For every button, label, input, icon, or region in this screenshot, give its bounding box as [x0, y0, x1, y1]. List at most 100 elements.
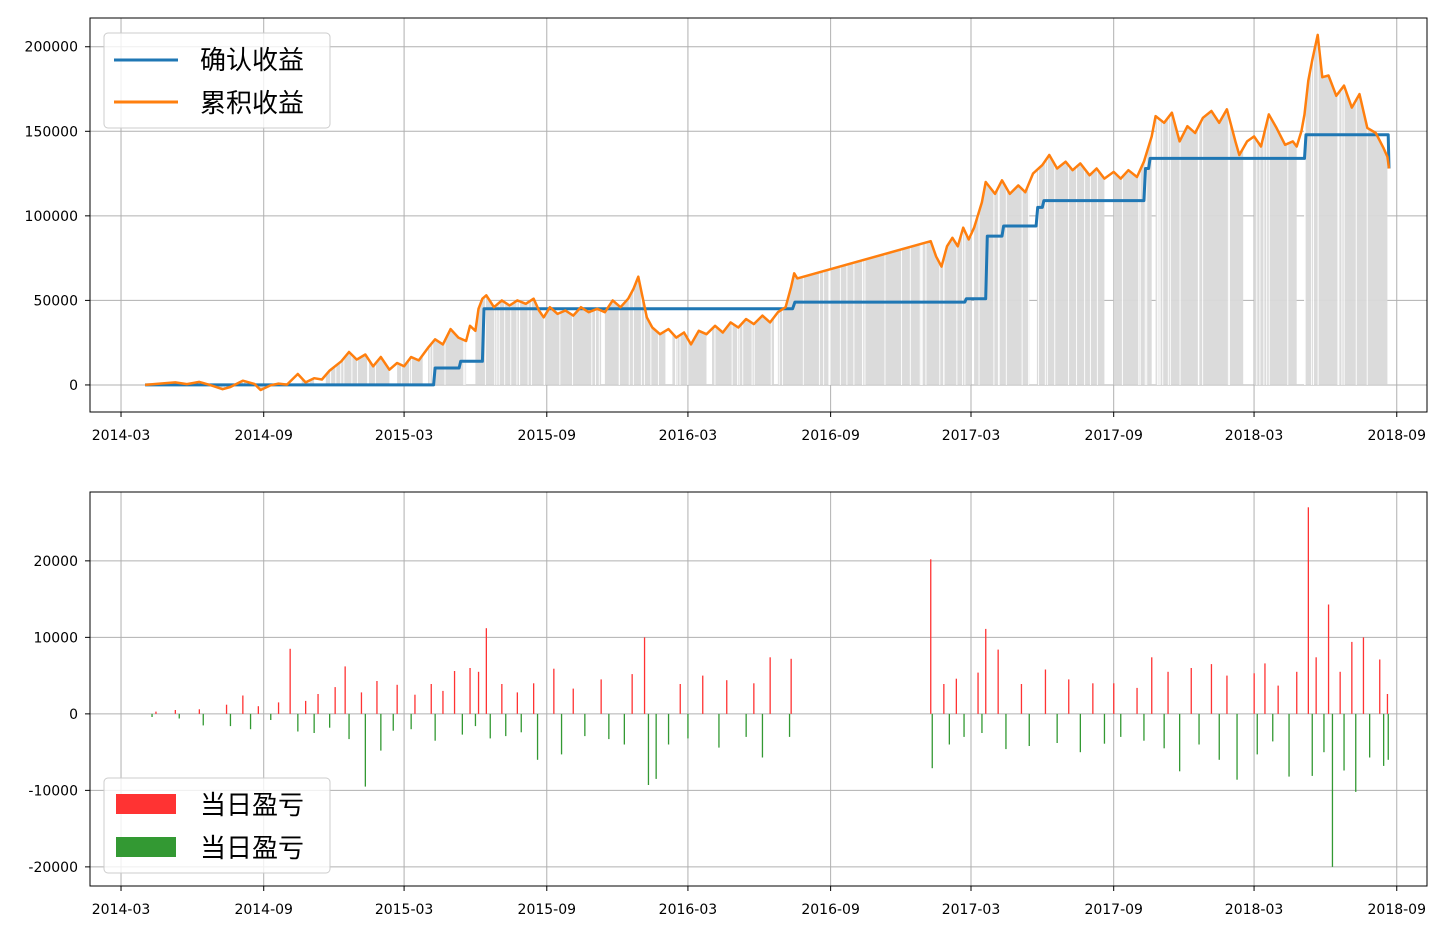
gain-bar [289, 648, 291, 714]
top-x-ticks: 2014-03 2014-09 2015-03 2015-09 2016-03 2016-… [92, 412, 1426, 444]
loss-bar [1028, 713, 1030, 746]
gain-bar [277, 702, 280, 714]
gain-bar [242, 695, 244, 714]
gain-bar [955, 678, 957, 714]
gain-bar [726, 680, 728, 714]
gain-bar [702, 675, 704, 714]
hold-band [1113, 136, 1152, 385]
gain-bar [1020, 684, 1023, 714]
loss-bar [249, 713, 252, 730]
loss-bar [270, 713, 272, 720]
gain-bar [501, 684, 503, 714]
pnl-bars [151, 507, 1389, 867]
loss-bar [1369, 713, 1371, 758]
loss-bar [1355, 713, 1357, 792]
top-axes-frame [89, 17, 1428, 413]
loss-bar [1179, 713, 1181, 772]
gain-bar [225, 704, 228, 714]
loss-bar [560, 713, 563, 755]
loss-bar [1288, 713, 1290, 777]
gain-bar [430, 684, 432, 714]
x-tick-label: 2018-03 [1225, 428, 1284, 444]
bottom-legend: 当日盈亏 当日盈亏 [103, 777, 331, 874]
top-legend: 确认收益 累积收益 [103, 32, 331, 129]
gain-bar [1351, 641, 1353, 714]
gain-bar [533, 683, 535, 714]
return-lines [144, 33, 1391, 392]
gain-bar [1253, 673, 1255, 714]
loss-bar [1331, 713, 1334, 867]
cumulative-returns-line [144, 33, 1391, 392]
loss-bar [1056, 713, 1058, 743]
hold-band [604, 278, 666, 385]
gain-bar [198, 709, 200, 714]
x-tick-label: 2014-09 [234, 902, 293, 918]
daily-pnl-panel: 2014-03 2014-09 2015-03 2015-09 2016-03 2016-… [28, 491, 1428, 918]
gain-bar [553, 668, 555, 714]
loss-bar [1163, 713, 1165, 749]
loss-bar [461, 713, 463, 735]
gain-bar [600, 679, 602, 714]
loss-bar [1103, 713, 1106, 744]
gain-bar [485, 628, 487, 714]
gain-bar [1068, 679, 1070, 714]
y-tick-label: 100000 [25, 209, 78, 225]
top-legend-frame [103, 32, 331, 129]
y-tick-label: 20000 [33, 554, 78, 570]
loss-bar [963, 713, 965, 737]
hold-band [672, 330, 707, 385]
gain-bar [516, 692, 518, 714]
gain-bar [257, 706, 259, 714]
gain-bar [469, 668, 471, 714]
loss-bar [1311, 713, 1313, 776]
y-tick-label: -10000 [28, 783, 78, 799]
gain-bar [1092, 683, 1094, 714]
loss-bar [655, 713, 657, 779]
hold-band [1036, 155, 1105, 385]
gain-bar [1362, 637, 1365, 714]
gain-bar [414, 694, 416, 714]
gain-bar [1379, 659, 1381, 714]
confirmed-returns-line [145, 133, 1391, 387]
gain-bar [643, 637, 646, 714]
x-tick-label: 2015-09 [518, 428, 577, 444]
y-tick-label: 200000 [25, 40, 78, 56]
gain-bar [1277, 685, 1279, 714]
y-tick-label: -20000 [28, 860, 78, 876]
x-tick-label: 2017-09 [1084, 902, 1143, 918]
hold-band [218, 380, 275, 390]
loss-bar [1272, 713, 1274, 742]
hold-bands [218, 38, 1388, 390]
bottom-axes-frame [89, 491, 1428, 887]
gain-bar [317, 694, 319, 714]
loss-bar [313, 713, 315, 733]
loss-bar [1343, 713, 1345, 771]
x-tick-label: 2014-03 [92, 428, 151, 444]
gain-bar [1315, 657, 1317, 714]
bottom-x-ticks: 2014-03 2014-09 2015-03 2015-09 2016-03 2016-… [92, 886, 1426, 918]
loss-bar [1218, 713, 1220, 760]
gain-bar [376, 681, 378, 714]
y-tick-label: 150000 [25, 124, 78, 140]
top-y-ticks: 0 50000 100000 150000 200000 [25, 40, 90, 394]
gain-bar [1044, 669, 1047, 714]
loss-bar [948, 713, 950, 745]
x-tick-label: 2015-03 [375, 428, 434, 444]
loss-bar [623, 713, 625, 745]
loss-bar [536, 713, 539, 760]
gain-bar [977, 672, 979, 714]
loss-bar [434, 713, 436, 741]
loss-bar [1323, 713, 1325, 753]
gain-bar [1327, 604, 1330, 714]
x-tick-label: 2018-03 [1225, 902, 1284, 918]
gain-bar [943, 684, 945, 714]
loss-bar [687, 713, 689, 739]
loss-bar [489, 713, 491, 739]
legend-swatch-gain [116, 794, 176, 814]
loss-bar [474, 713, 477, 727]
loss-bar [1005, 713, 1007, 750]
gain-bar [442, 690, 444, 714]
loss-bar [1256, 713, 1258, 755]
legend-label-confirmed: 确认收益 [200, 46, 304, 76]
